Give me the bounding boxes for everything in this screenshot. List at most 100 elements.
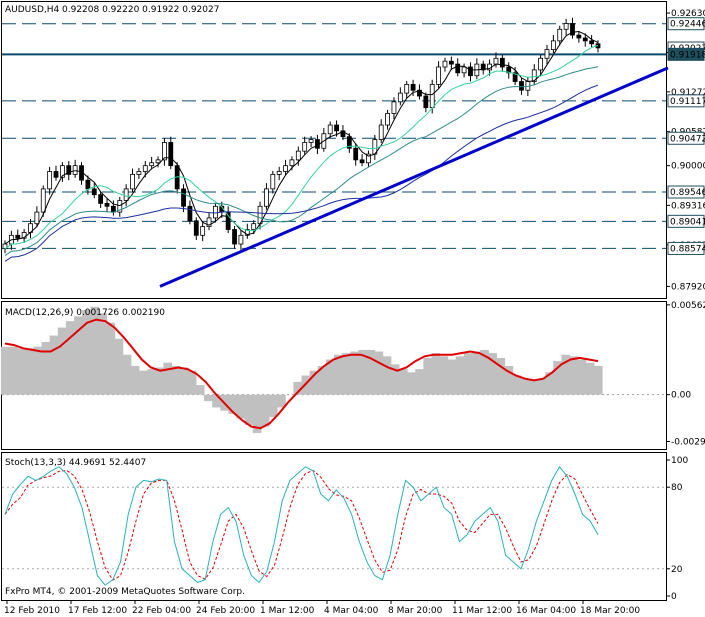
time-axis-label: 22 Feb 04:00 bbox=[132, 606, 191, 616]
candle-body bbox=[136, 171, 142, 175]
candle-body bbox=[353, 147, 359, 161]
macd-bar bbox=[139, 370, 148, 395]
macd-bar bbox=[577, 359, 587, 395]
macd-bar bbox=[407, 372, 416, 395]
macd-bar bbox=[0, 346, 10, 395]
candle-body bbox=[340, 130, 346, 138]
macd-bar bbox=[17, 348, 26, 395]
level-price-label: 0.92446 bbox=[670, 20, 705, 30]
macd-bar bbox=[455, 356, 465, 395]
candle-body bbox=[531, 69, 537, 82]
stoch-tick-label: 20 bbox=[671, 565, 683, 575]
candle-body bbox=[550, 40, 556, 50]
macd-signal-line bbox=[4, 318, 599, 430]
candle-body bbox=[232, 229, 237, 245]
macd-bar bbox=[74, 316, 83, 395]
time-axis-label: 11 Mar 12:00 bbox=[452, 606, 512, 616]
candle-body bbox=[117, 200, 123, 213]
macd-bar bbox=[179, 367, 189, 395]
moving-average-fast bbox=[4, 30, 599, 245]
macd-bar bbox=[553, 361, 562, 395]
candle-body bbox=[499, 57, 505, 68]
stoch-tick-label: 0 bbox=[671, 592, 677, 602]
macd-bar bbox=[41, 341, 51, 395]
candle-body bbox=[544, 49, 550, 59]
candle-body bbox=[429, 84, 435, 109]
candle-body bbox=[378, 124, 384, 140]
candle-body bbox=[391, 101, 397, 114]
macd-bar bbox=[277, 394, 286, 408]
price-tick-label: 0.89316 bbox=[671, 201, 705, 211]
candle-body bbox=[244, 229, 250, 236]
macd-bar bbox=[366, 349, 376, 395]
level-price-badge bbox=[667, 47, 705, 61]
macd-bar bbox=[431, 353, 441, 395]
candle-body bbox=[519, 81, 524, 91]
candle-body bbox=[155, 159, 161, 164]
macd-bar bbox=[447, 359, 457, 395]
macd-bar bbox=[244, 394, 254, 426]
macd-bar bbox=[57, 327, 67, 395]
candle-body bbox=[15, 234, 21, 239]
price-panel bbox=[2, 17, 669, 288]
level-price-badge bbox=[667, 131, 705, 145]
candle-body bbox=[346, 136, 352, 149]
macd-bar bbox=[537, 378, 546, 395]
candle-body bbox=[327, 124, 333, 135]
moving-average-slowest bbox=[4, 84, 599, 262]
candle-body bbox=[461, 66, 467, 74]
candle-body bbox=[385, 113, 390, 126]
macd-bar bbox=[382, 356, 392, 395]
candle-body bbox=[563, 23, 569, 30]
macd-histogram bbox=[0, 306, 603, 434]
macd-bar bbox=[358, 349, 367, 395]
stoch-tick-label: 100 bbox=[671, 456, 688, 466]
candle-body bbox=[270, 173, 276, 190]
candle-body bbox=[397, 92, 403, 103]
macd-bar bbox=[228, 394, 238, 414]
candle-body bbox=[276, 171, 282, 175]
candle-body bbox=[200, 226, 206, 236]
candle-body bbox=[187, 205, 193, 222]
candle-body bbox=[455, 63, 461, 74]
macd-bar bbox=[9, 346, 18, 395]
time-axis-label: 8 Mar 20:00 bbox=[388, 606, 443, 616]
macd-bar bbox=[171, 365, 181, 395]
macd-bar bbox=[504, 365, 514, 395]
copyright-footer: FxPro MT4, © 2001-2009 MetaQuotes Softwa… bbox=[5, 587, 245, 597]
macd-bar bbox=[155, 367, 164, 395]
candle-body bbox=[538, 57, 544, 71]
macd-bar bbox=[496, 357, 506, 395]
candle-body bbox=[251, 223, 257, 230]
macd-bar bbox=[65, 321, 75, 395]
level-price-label: 0.90472 bbox=[670, 134, 705, 144]
macd-bar bbox=[415, 369, 424, 395]
macd-bar bbox=[350, 351, 359, 395]
time-axis-label: 18 Mar 20:00 bbox=[580, 606, 640, 616]
level-price-badge bbox=[667, 241, 705, 255]
macd-bar bbox=[390, 364, 400, 395]
macd-bar bbox=[309, 370, 319, 395]
candle-body bbox=[570, 23, 575, 36]
candle-body bbox=[238, 234, 244, 245]
macd-bar bbox=[488, 353, 497, 395]
level-price-label: 0.91918 bbox=[670, 50, 705, 60]
macd-title: MACD(12,26,9) 0.001726 0.002190 bbox=[5, 308, 165, 318]
time-axis-label: 4 Mar 04:00 bbox=[324, 606, 379, 616]
macd-bar bbox=[374, 351, 384, 395]
ohlc-readout: 0.92208 0.92220 0.91922 0.92027 bbox=[62, 5, 219, 15]
candle-body bbox=[149, 162, 155, 167]
price-tick-label: 0.90000 bbox=[671, 162, 705, 172]
candle-body bbox=[442, 60, 448, 68]
macd-bar bbox=[25, 348, 34, 395]
macd-bar bbox=[423, 357, 432, 395]
level-price-badge bbox=[667, 214, 705, 228]
macd-bar bbox=[439, 356, 449, 395]
level-price-label: 0.89041 bbox=[670, 217, 705, 227]
macd-tick-label: -0.002932 bbox=[671, 438, 705, 448]
macd-bar bbox=[520, 378, 530, 395]
price-tick-label: 0.91272 bbox=[671, 88, 705, 98]
macd-bar bbox=[512, 375, 522, 395]
macd-bar bbox=[106, 322, 116, 395]
candle-body bbox=[206, 217, 212, 228]
